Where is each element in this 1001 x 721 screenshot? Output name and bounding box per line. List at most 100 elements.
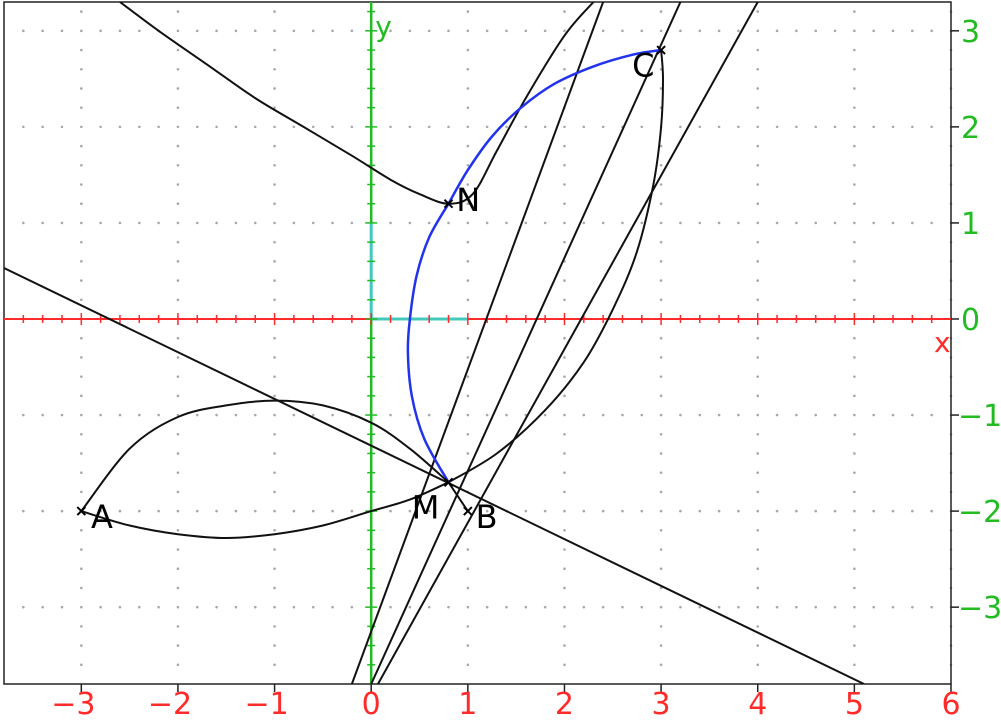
grid-dot — [253, 413, 257, 417]
grid-dot — [659, 490, 663, 494]
grid-dot — [563, 663, 566, 667]
points: A B C M N — [76, 45, 666, 536]
grid-dot — [621, 221, 624, 225]
grid-dot — [582, 413, 586, 417]
grid-dot — [273, 509, 276, 513]
grid-dot — [582, 509, 586, 513]
grid-dot — [891, 509, 895, 513]
grid-dot — [659, 509, 663, 513]
grid-dot — [853, 125, 856, 129]
grid-dot — [930, 509, 933, 513]
grid-dot — [466, 221, 470, 225]
grid-dot — [698, 221, 702, 225]
grid-dot — [176, 490, 180, 494]
grid-dot — [717, 125, 721, 129]
grid-dot — [717, 221, 721, 225]
grid-dot — [273, 336, 276, 340]
grid-dot — [563, 394, 566, 398]
grid-dot — [737, 509, 740, 513]
grid-dot — [176, 529, 180, 532]
grid-dot — [853, 279, 856, 282]
grid-dot — [833, 413, 837, 417]
grid-dot — [331, 125, 334, 129]
grid-dot — [80, 471, 83, 474]
grid-dot — [466, 29, 470, 33]
grid-dot — [466, 144, 470, 148]
grid-dot — [485, 413, 489, 417]
grid-dot — [853, 375, 856, 378]
grid-dot — [601, 29, 605, 33]
y-tick-label: 1 — [961, 207, 980, 242]
grid-dot — [853, 356, 856, 359]
grid-dot — [640, 413, 644, 417]
grid-dot — [253, 509, 257, 513]
arc-a-bottom — [81, 481, 449, 540]
grid-dot — [273, 87, 276, 90]
grid-dot — [176, 644, 180, 647]
grid-dot — [756, 106, 760, 109]
grid-dot — [659, 240, 663, 244]
grid-dot — [137, 125, 141, 129]
grid-dot — [176, 298, 180, 302]
grid-dot — [563, 125, 566, 129]
grid-dot — [427, 509, 431, 513]
grid-dot — [466, 10, 470, 13]
grid-dot — [698, 605, 702, 609]
grid-dot — [389, 413, 392, 417]
grid-dot — [22, 221, 25, 225]
grid-dot — [737, 221, 740, 225]
grid-dot — [389, 509, 392, 513]
grid-dot — [447, 125, 450, 129]
grid-dot — [563, 413, 566, 417]
grid-dot — [80, 48, 83, 52]
lines — [4, 2, 865, 684]
grid-dot — [215, 509, 218, 513]
grid-dot — [157, 221, 160, 225]
grid-dot — [543, 509, 547, 513]
grid-dot — [80, 260, 83, 263]
grid-dot — [176, 336, 180, 340]
point-marker-b — [463, 506, 473, 516]
grid-dot — [466, 644, 470, 647]
grid-dot — [176, 548, 180, 551]
grid-dot — [659, 432, 663, 436]
grid-dot — [524, 509, 528, 513]
grid-dot — [563, 567, 566, 571]
grid-dot — [22, 605, 25, 609]
grid-dot — [118, 605, 122, 609]
grid-dot — [582, 29, 586, 33]
grid-dot — [273, 567, 276, 571]
grid-dot — [930, 29, 933, 33]
grid-dot — [176, 125, 180, 129]
grid-dot — [80, 394, 83, 398]
grid-dot — [80, 144, 83, 148]
grid-dot — [273, 413, 276, 417]
grid-dot — [853, 490, 856, 494]
grid-dot — [273, 605, 276, 609]
grid-dot — [176, 567, 180, 571]
grid-dot — [756, 298, 760, 302]
x-tick-label: 2 — [555, 687, 574, 721]
grid-dot — [563, 529, 566, 532]
grid-dot — [582, 221, 586, 225]
grid-dot — [273, 125, 276, 129]
grid-dot — [756, 67, 760, 71]
grid-dot — [273, 106, 276, 109]
grid-dot — [756, 202, 760, 206]
grid-dot — [157, 605, 160, 609]
grid-dot — [447, 413, 450, 417]
grid-dot — [756, 29, 760, 33]
grid-dot — [485, 29, 489, 33]
grid-dot — [466, 432, 470, 436]
grid-dot — [22, 509, 25, 513]
grid-dot — [273, 298, 276, 302]
grid-dot — [563, 48, 566, 52]
grid-dot — [466, 260, 470, 263]
grid-dot — [659, 413, 663, 417]
grid-dot — [292, 605, 296, 609]
grid-dot — [563, 336, 566, 340]
point-label-a: A — [91, 498, 113, 536]
grid-dot — [737, 125, 740, 129]
grid-dot — [853, 106, 856, 109]
